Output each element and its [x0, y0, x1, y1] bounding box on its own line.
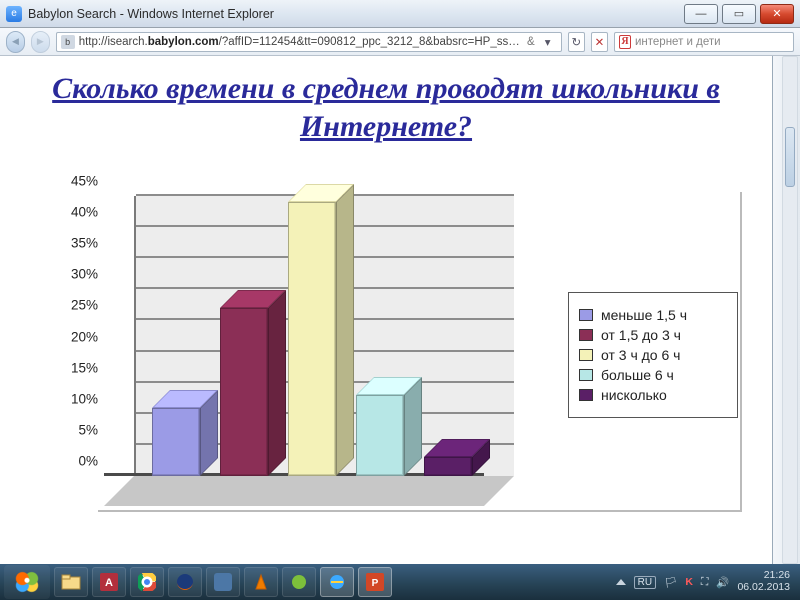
window-title: Babylon Search - Windows Internet Explor… [28, 7, 274, 21]
search-input[interactable] [635, 36, 789, 48]
legend-label: больше 6 ч [601, 367, 674, 383]
chart-bar [152, 408, 200, 476]
ie-favicon: e [6, 6, 22, 22]
url-host: babylon.com [148, 36, 219, 48]
search-box[interactable]: Я [614, 32, 794, 52]
legend-label: меньше 1,5 ч [601, 307, 687, 323]
taskbar-icon-powerpoint[interactable]: P [358, 567, 392, 597]
chart-legend: меньше 1,5 ч от 1,5 до 3 ч от 3 ч до 6 ч бо… [568, 292, 738, 418]
url-prefix: http://isearch. [79, 36, 148, 48]
chart-plot-area: 0%5%10%15%20%25%30%35%40%45% [104, 196, 484, 506]
legend-label: нисколько [601, 387, 667, 403]
legend-item: меньше 1,5 ч [579, 307, 727, 323]
chart-y-tick-label: 15% [71, 360, 98, 375]
tray-network-icon[interactable]: ⛶ [701, 576, 708, 589]
stop-button[interactable]: ✕ [591, 32, 608, 52]
window-titlebar: e Babylon Search - Windows Internet Expl… [0, 0, 800, 28]
legend-swatch [579, 389, 593, 401]
tray-volume-icon[interactable]: 🔊 [716, 576, 729, 589]
taskbar-icon-firefox[interactable] [168, 567, 202, 597]
legend-item: нисколько [579, 387, 727, 403]
scrollbar-track[interactable] [782, 56, 798, 564]
taskbar-icon-access[interactable]: A [92, 567, 126, 597]
legend-swatch [579, 349, 593, 361]
url-tail-glyph: & [527, 36, 535, 48]
taskbar-icon-vlc[interactable] [244, 567, 278, 597]
back-button[interactable]: ◄ [6, 31, 25, 53]
taskbar-icon-generic1[interactable] [206, 567, 240, 597]
page-favicon: b [61, 35, 75, 49]
taskbar-icon-ie[interactable] [320, 567, 354, 597]
window-buttons: — ▭ ✕ [680, 4, 794, 24]
tray-lang-icon[interactable]: RU [634, 576, 656, 589]
addr-dropdown-icon[interactable]: ▾ [539, 33, 557, 51]
legend-item: от 1,5 до 3 ч [579, 327, 727, 343]
chart-bar [424, 457, 472, 476]
chart-y-tick-label: 5% [78, 422, 98, 437]
start-button[interactable] [4, 565, 50, 599]
svg-text:A: A [105, 577, 113, 589]
legend-swatch [579, 329, 593, 341]
chart-bar [356, 395, 404, 476]
tray-overflow-icon[interactable] [616, 579, 626, 585]
system-tray: RU 🏳 K ⛶ 🔊 21:26 06.02.2013 [616, 570, 796, 593]
svg-text:P: P [372, 578, 379, 589]
close-button[interactable]: ✕ [760, 4, 794, 24]
chart-bars [134, 196, 514, 476]
taskbar-icon-chrome[interactable] [130, 567, 164, 597]
legend-swatch [579, 369, 593, 381]
url-rest: /?affID=112454&tt=090812_ppc_3212_8&babs… [219, 36, 523, 48]
clock-date: 06.02.2013 [737, 582, 790, 594]
chart-y-tick-label: 35% [71, 236, 98, 251]
tray-flag-icon[interactable]: 🏳 [664, 576, 677, 589]
forward-button[interactable]: ► [31, 31, 50, 53]
url-text: http://isearch.babylon.com/?affID=112454… [79, 36, 523, 48]
chart-y-tick-label: 10% [71, 391, 98, 406]
scrollbar-thumb[interactable] [785, 127, 795, 187]
taskbar-icon-explorer[interactable] [54, 567, 88, 597]
legend-label: от 3 ч до 6 ч [601, 347, 680, 363]
chart-bar [288, 202, 336, 476]
chart-y-tick-label: 30% [71, 267, 98, 282]
address-bar[interactable]: b http://isearch.babylon.com/?affID=1124… [56, 32, 562, 52]
chart-y-tick-label: 45% [71, 174, 98, 189]
chart: 0%5%10%15%20%25%30%35%40%45% меньше 1,5 … [48, 196, 728, 536]
legend-label: от 1,5 до 3 ч [601, 327, 681, 343]
tray-k-icon[interactable]: K [685, 576, 693, 588]
chart-y-tick-label: 25% [71, 298, 98, 313]
yandex-icon: Я [619, 35, 631, 49]
legend-item: больше 6 ч [579, 367, 727, 383]
refresh-button[interactable]: ↻ [568, 32, 585, 52]
chart-floor [104, 476, 514, 506]
chart-y-tick-label: 40% [71, 205, 98, 220]
chart-bar [220, 308, 268, 476]
legend-swatch [579, 309, 593, 321]
legend-item: от 3 ч до 6 ч [579, 347, 727, 363]
maximize-button[interactable]: ▭ [722, 4, 756, 24]
chart-y-tick-label: 0% [78, 454, 98, 469]
taskbar-clock[interactable]: 21:26 06.02.2013 [737, 570, 790, 593]
chart-y-tick-label: 20% [71, 329, 98, 344]
page-title: Сколько времени в среднем проводят школь… [0, 56, 772, 151]
taskbar: A P RU 🏳 K ⛶ 🔊 21:26 06.02.2013 [0, 564, 800, 600]
taskbar-icon-green[interactable] [282, 567, 316, 597]
page-content: Сколько времени в среднем проводят школь… [0, 56, 772, 564]
vertical-scrollbar-gutter [772, 56, 800, 564]
browser-toolbar: ◄ ► b http://isearch.babylon.com/?affID=… [0, 28, 800, 56]
minimize-button[interactable]: — [684, 4, 718, 24]
